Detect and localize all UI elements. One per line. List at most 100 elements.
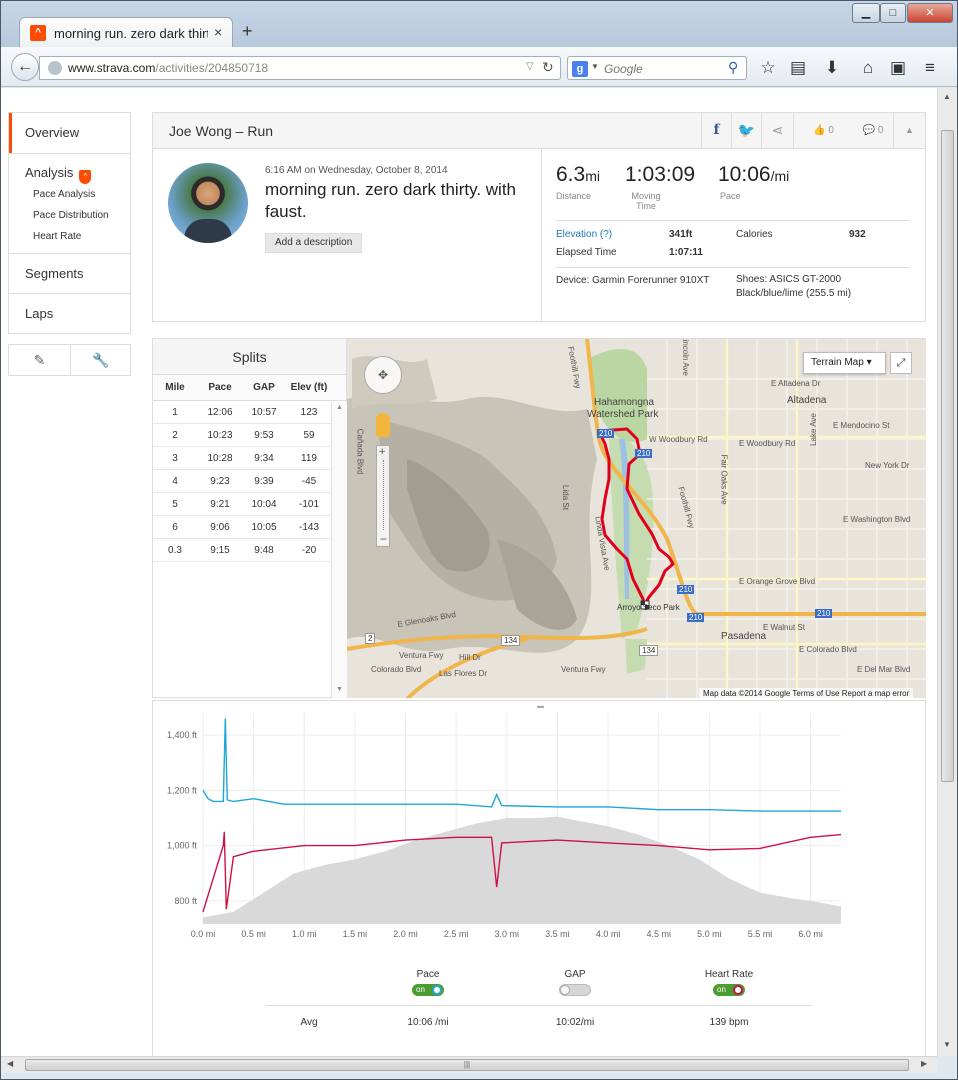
x-tick-label: 0.0 mi (191, 929, 216, 939)
sidebar-item-segments[interactable]: Segments (9, 253, 130, 293)
tab-title: morning run. zero dark thirt... (54, 26, 208, 41)
athlete-avatar[interactable] (168, 163, 248, 243)
new-tab-button[interactable]: + (242, 21, 253, 41)
map-label-e-washington: E Washington Blvd (843, 515, 911, 524)
split-cell: 4 (172, 476, 178, 487)
heart-rate-toggle[interactable]: on (713, 984, 745, 996)
split-row[interactable]: 3 10:28 9:34 119 (153, 447, 346, 470)
route-map[interactable]: ✥ + − Terrain Map ▾ ⤢ Hahamongna Watersh… (347, 338, 926, 698)
map-zoom-control[interactable]: + − (376, 445, 390, 547)
pace-toggle[interactable]: on (412, 984, 444, 996)
split-cell: 5 (172, 499, 178, 510)
twitter-share-button[interactable]: 🐦 (731, 113, 761, 148)
google-logo-icon[interactable]: g (572, 61, 588, 77)
activity-sidebar: Overview Analysis ^ Pace Analysis Pace Di… (8, 112, 131, 376)
split-cell: 9:21 (210, 499, 230, 510)
distance-stat: 6.3mi (556, 163, 600, 186)
activity-body: 6:16 AM on Wednesday, October 8, 2014 mo… (153, 149, 925, 321)
kudos-button[interactable]: 👍 0 (793, 113, 853, 148)
url-dropdown-icon[interactable]: ▽ (526, 61, 534, 72)
activity-name: morning run. zero dark thirty. with faus… (265, 180, 516, 221)
search-engine-dropdown-icon[interactable]: ▼ (591, 62, 599, 71)
map-label-colorado-blvd: Colorado Blvd (371, 665, 422, 674)
comment-button[interactable]: 💬 0 (862, 125, 884, 136)
maximize-button[interactable]: □ (880, 3, 906, 23)
stream-chart[interactable]: 0.0 mi 0.5 mi 1.0 mi 1.5 mi 2.0 mi 2.5 mi 3.0 … (153, 701, 927, 956)
terrain-map-dropdown[interactable]: Terrain Map ▾ (803, 352, 886, 374)
split-row[interactable]: 0.3 9:15 9:48 -20 (153, 539, 346, 562)
fullscreen-icon[interactable]: ⤢ (890, 352, 912, 374)
col-pace: Pace (208, 382, 232, 393)
reload-icon[interactable]: ↻ (542, 59, 554, 75)
search-bar[interactable]: g ▼ Google ⚲ (567, 56, 747, 80)
split-cell: 2 (172, 430, 178, 441)
map-label-e-mendocino: E Mendocino St (833, 421, 890, 430)
tab-close-icon[interactable]: × (214, 24, 223, 40)
bookmark-star-icon[interactable]: ☆ (760, 58, 776, 77)
map-label-e-colorado: E Colorado Blvd (799, 645, 857, 654)
x-tick-label: 3.5 mi (545, 929, 570, 939)
close-window-button[interactable]: ✕ (907, 3, 953, 23)
y-tick-label: 800 ft (174, 896, 197, 906)
sidebar-item-analysis[interactable]: Analysis ^ Pace Analysis Pace Distributio… (9, 153, 130, 253)
collapse-icon[interactable]: ▲ (893, 113, 925, 148)
screenshot-icon[interactable]: ▣ (889, 58, 907, 77)
split-row[interactable]: 4 9:23 9:39 -45 (153, 470, 346, 493)
street-view-pegman-icon[interactable] (376, 413, 390, 437)
route-shield-134-b: 134 (639, 645, 659, 656)
resize-grip-icon[interactable]: ▬ (537, 703, 544, 710)
map-pan-control[interactable]: ✥ (364, 356, 402, 394)
map-label-e-del-mar: E Del Mar Blvd (857, 665, 911, 674)
split-cell: 9:06 (210, 522, 230, 533)
athlete-activity-title[interactable]: Joe Wong – Run (169, 123, 274, 139)
split-row[interactable]: 6 9:06 10:05 -143 (153, 516, 346, 539)
browser-tab[interactable]: ^ morning run. zero dark thirt... × (19, 17, 233, 47)
gap-toggle[interactable] (559, 984, 591, 996)
vertical-scrollbar[interactable]: ▲ ▼ (937, 88, 957, 1056)
minimize-button[interactable]: ▁ (852, 3, 880, 23)
back-button[interactable]: ← (11, 53, 39, 81)
split-row[interactable]: 5 9:21 10:04 -101 (153, 493, 346, 516)
route-shield-210-d: 210 (687, 613, 705, 622)
map-attribution[interactable]: Map data ©2014 Google Terms of Use Repor… (699, 688, 914, 698)
horizontal-scrollbar[interactable]: ◀ ||| ▶ (1, 1056, 937, 1073)
avg-label: Avg (300, 1017, 318, 1028)
sidebar-item-pace-analysis[interactable]: Pace Analysis (33, 189, 96, 200)
splits-title: Splits (153, 339, 346, 375)
menu-icon[interactable]: ≡ (925, 58, 935, 77)
add-description-button[interactable]: Add a description (265, 233, 363, 253)
moving-time-label: Moving Time (631, 191, 661, 211)
url-bar[interactable]: www.strava.com/activities/204850718 ▽ ↻ (39, 56, 561, 80)
magnifier-icon[interactable]: ⚲ (728, 59, 739, 75)
route-shield-2: 2 (365, 633, 376, 644)
zoom-in-icon[interactable]: + (379, 446, 386, 458)
map-label-new-york: New York Dr (865, 461, 910, 470)
split-row[interactable]: 2 10:23 9:53 59 (153, 424, 346, 447)
x-tick-label: 4.5 mi (646, 929, 671, 939)
premium-shield-icon: ^ (79, 170, 92, 184)
sidebar-tools: ✎ 🔧 (8, 344, 131, 376)
home-icon[interactable]: ⌂ (862, 58, 874, 77)
map-label-hahamongna: Hahamongna (594, 397, 655, 408)
sidebar-item-laps[interactable]: Laps (9, 293, 130, 333)
split-row[interactable]: 1 12:06 10:57 123 (153, 401, 346, 424)
split-cell: 10:57 (251, 407, 277, 418)
sidebar-item-pace-distribution[interactable]: Pace Distribution (33, 210, 109, 221)
download-icon[interactable]: ⬇ (824, 58, 840, 77)
wrench-icon[interactable]: 🔧 (70, 345, 131, 375)
elevation-help-link[interactable]: Elevation (?) (556, 229, 613, 240)
pencil-icon[interactable]: ✎ (33, 352, 46, 368)
share-icon[interactable]: ⋖ (761, 113, 793, 148)
zoom-out-icon[interactable]: − (380, 532, 388, 546)
avg-pace-value: 10:06 /mi (407, 1017, 449, 1028)
bookmarks-list-icon[interactable]: ▤ (789, 58, 807, 77)
splits-scrollbar[interactable]: ▲ ▼ (331, 402, 347, 698)
sidebar-item-overview[interactable]: Overview (9, 113, 130, 153)
sidebar-item-heart-rate[interactable]: Heart Rate (33, 231, 82, 242)
split-cell: 59 (303, 430, 315, 441)
facebook-share-button[interactable]: f (701, 113, 731, 148)
splits-header-row: Mile Pace GAP Elev (ft) (153, 375, 346, 401)
avg-gap-value: 10:02/mi (555, 1017, 595, 1028)
col-mile: Mile (165, 382, 185, 393)
